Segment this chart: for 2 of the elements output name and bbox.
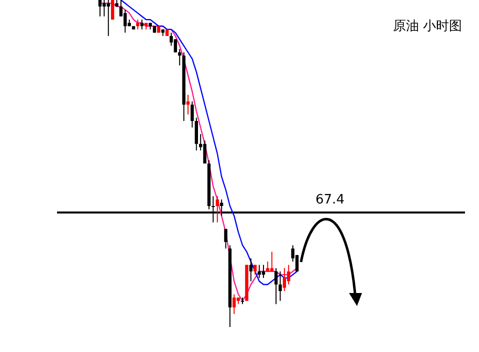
annotation: 67.4 <box>316 192 344 208</box>
title: 原油 小时图 <box>392 19 462 34</box>
